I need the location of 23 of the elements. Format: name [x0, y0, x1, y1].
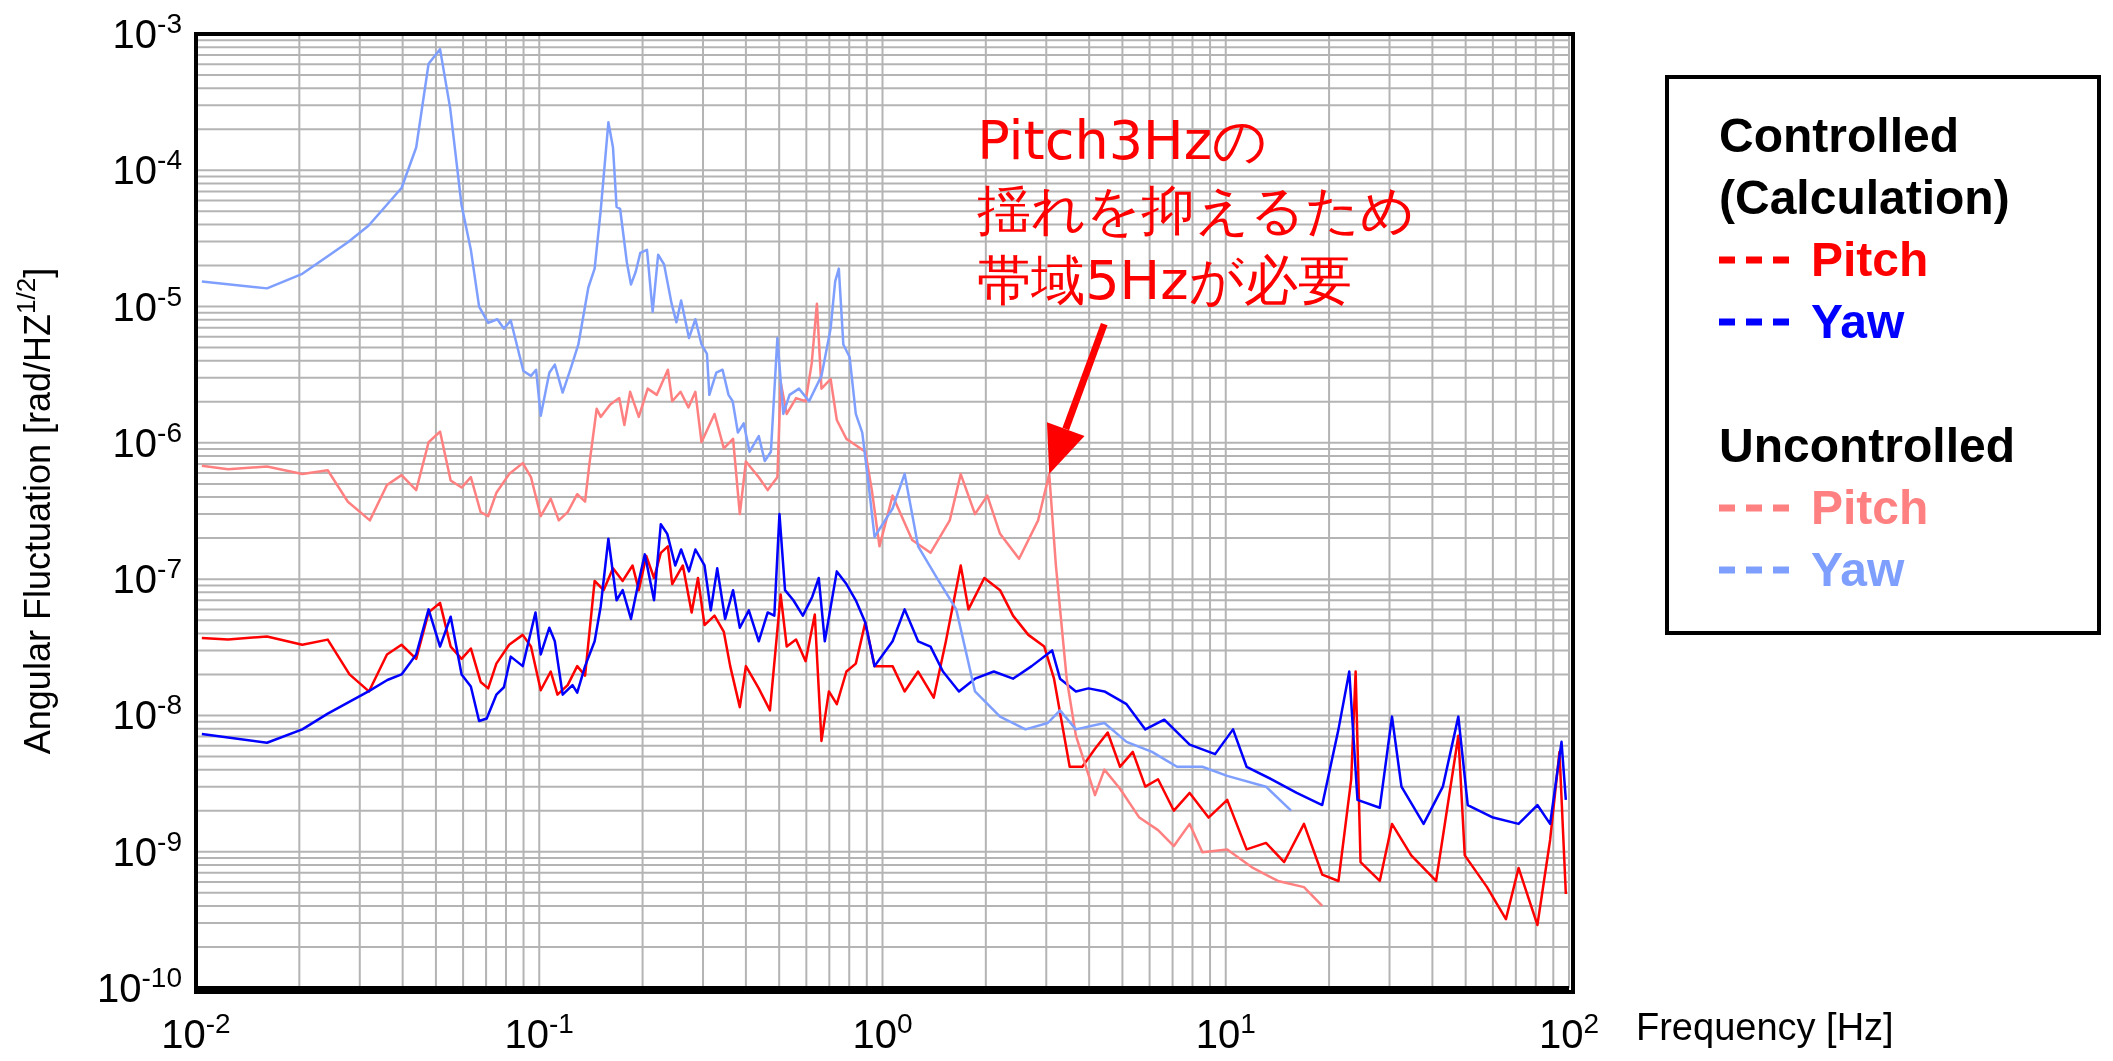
x-tick-label: 10$^{-2}$ [161, 1007, 231, 1056]
legend-label: Pitch [1811, 480, 1929, 536]
annotation: 帯域5Hzが必要 [977, 249, 1352, 313]
y-tick-label: 10$^{-8}$ [112, 688, 182, 738]
text: Uncontrolled [1719, 418, 2016, 474]
x-tick-label: 10$^{0}$ [852, 1007, 913, 1056]
y-tick-label: 10$^{-3}$ [112, 7, 182, 56]
legend-label: Yaw [1811, 294, 1905, 350]
y-tick-label: 10$^{-10}$ [97, 961, 182, 1010]
y-tick-label: 10$^{-4}$ [112, 143, 182, 193]
y-tick-label: 10$^{-6}$ [112, 416, 182, 465]
legend-label: Pitch [1811, 232, 1929, 288]
legend-title: Controlled (Calculation) [1719, 108, 2011, 226]
legend-label: Yaw [1811, 542, 1905, 598]
x-tick-label: 10$^{-1}$ [504, 1007, 574, 1056]
annotation: 揺れを抑えるため [977, 179, 1416, 243]
x-axis-title: Frequency [Hz] [1636, 1006, 1894, 1048]
x-tick-label: 10$^{2}$ [1538, 1007, 1600, 1056]
annotation: Pitch3Hzの [977, 109, 1268, 173]
x-tick-label: 10$^{1}$ [1195, 1007, 1256, 1056]
y-tick-label: 10$^{-5}$ [112, 280, 182, 329]
y-tick-label: 10$^{-7}$ [112, 552, 182, 602]
y-tick-label: 10$^{-9}$ [112, 825, 182, 874]
